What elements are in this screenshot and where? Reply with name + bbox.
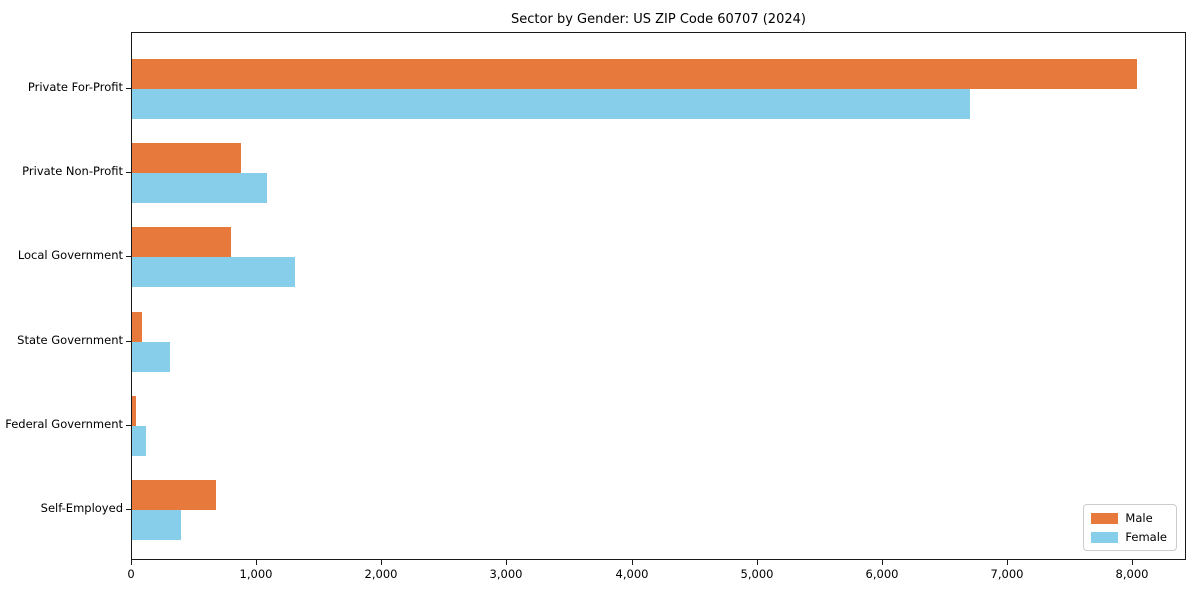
legend-entry-female: Female bbox=[1091, 530, 1167, 544]
x-tick-mark bbox=[506, 560, 507, 565]
y-axis-label-state-government: State Government bbox=[17, 333, 123, 347]
x-tick-mark bbox=[381, 560, 382, 565]
y-tick-mark bbox=[126, 172, 131, 173]
x-tick-label-6000: 6,000 bbox=[865, 567, 899, 581]
legend-swatch-female bbox=[1091, 531, 1119, 543]
bar-male-federal-government bbox=[132, 396, 136, 426]
bar-male-local-government bbox=[132, 227, 231, 257]
y-axis-label-local-government: Local Government bbox=[17, 248, 123, 262]
x-tick-mark bbox=[757, 560, 758, 565]
x-tick-mark bbox=[1132, 560, 1133, 565]
x-tick-mark bbox=[131, 560, 132, 565]
bar-male-private-non-profit bbox=[132, 143, 241, 173]
x-tick-label-0: 0 bbox=[127, 567, 135, 581]
x-tick-label-2000: 2,000 bbox=[364, 567, 398, 581]
legend-label-female: Female bbox=[1125, 530, 1167, 544]
bar-male-private-for-profit bbox=[132, 59, 1137, 89]
x-tick-mark bbox=[1007, 560, 1008, 565]
bar-female-private-for-profit bbox=[132, 89, 970, 119]
legend-label-male: Male bbox=[1125, 511, 1153, 525]
y-tick-mark bbox=[126, 341, 131, 342]
bar-female-private-non-profit bbox=[132, 173, 267, 203]
plot-area: Male Female bbox=[131, 32, 1186, 560]
y-tick-mark bbox=[126, 509, 131, 510]
bar-male-state-government bbox=[132, 312, 142, 342]
legend: Male Female bbox=[1083, 504, 1177, 551]
x-tick-label-5000: 5,000 bbox=[740, 567, 774, 581]
y-tick-mark bbox=[126, 88, 131, 89]
y-axis-label-private-non-profit: Private Non-Profit bbox=[22, 164, 123, 178]
bar-female-local-government bbox=[132, 257, 295, 287]
bar-female-federal-government bbox=[132, 426, 146, 456]
x-tick-label-4000: 4,000 bbox=[615, 567, 649, 581]
x-tick-mark bbox=[256, 560, 257, 565]
x-tick-label-3000: 3,000 bbox=[489, 567, 523, 581]
x-tick-label-7000: 7,000 bbox=[990, 567, 1024, 581]
x-tick-label-1000: 1,000 bbox=[239, 567, 273, 581]
y-axis-label-self-employed: Self-Employed bbox=[40, 501, 123, 515]
x-tick-mark bbox=[882, 560, 883, 565]
y-tick-mark bbox=[126, 425, 131, 426]
x-tick-label-8000: 8,000 bbox=[1115, 567, 1149, 581]
y-axis-label-federal-government: Federal Government bbox=[5, 417, 123, 431]
bar-female-self-employed bbox=[132, 510, 181, 540]
y-tick-mark bbox=[126, 256, 131, 257]
bar-male-self-employed bbox=[132, 480, 216, 510]
y-axis-label-private-for-profit: Private For-Profit bbox=[27, 80, 123, 94]
x-tick-mark bbox=[632, 560, 633, 565]
bar-female-state-government bbox=[132, 342, 170, 372]
chart-title: Sector by Gender: US ZIP Code 60707 (202… bbox=[511, 12, 806, 27]
legend-swatch-male bbox=[1091, 512, 1119, 524]
legend-entry-male: Male bbox=[1091, 511, 1167, 525]
